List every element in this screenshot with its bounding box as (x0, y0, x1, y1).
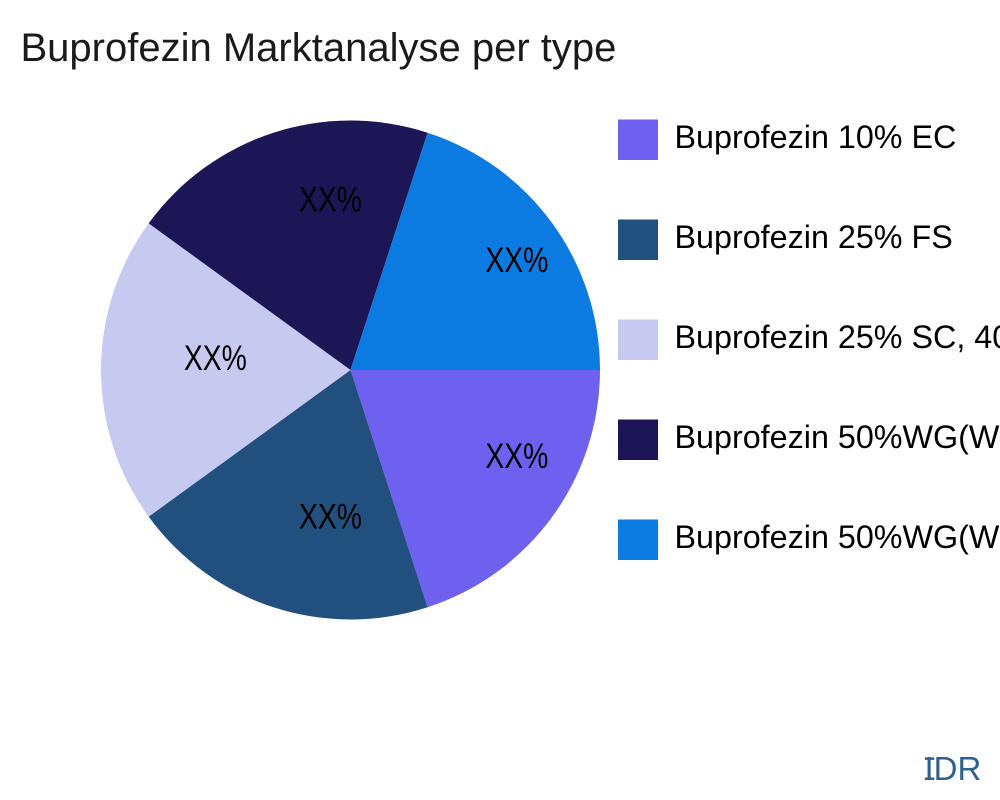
svg-text:Buprofezin 50%WG(WDG): Buprofezin 50%WG(WDG) (675, 519, 1000, 555)
svg-text:Buprofezin 10% EC: Buprofezin 10% EC (675, 119, 957, 155)
svg-text:XX%: XX% (485, 240, 548, 280)
svg-text:Buprofezin 25% SC, 40% SC: Buprofezin 25% SC, 40% SC (675, 319, 1000, 355)
svg-text:IDR: IDR (925, 750, 982, 787)
svg-text:Buprofezin 25% FS: Buprofezin 25% FS (675, 219, 953, 255)
svg-text:XX%: XX% (485, 436, 548, 476)
svg-text:Buprofezin 50%WG(WDG): Buprofezin 50%WG(WDG) (675, 419, 1000, 455)
svg-text:XX%: XX% (299, 497, 362, 537)
svg-text:XX%: XX% (299, 180, 362, 220)
svg-text:XX%: XX% (184, 338, 247, 378)
svg-text:Buprofezin Marktanalyse per ty: Buprofezin Marktanalyse per type (21, 26, 617, 70)
